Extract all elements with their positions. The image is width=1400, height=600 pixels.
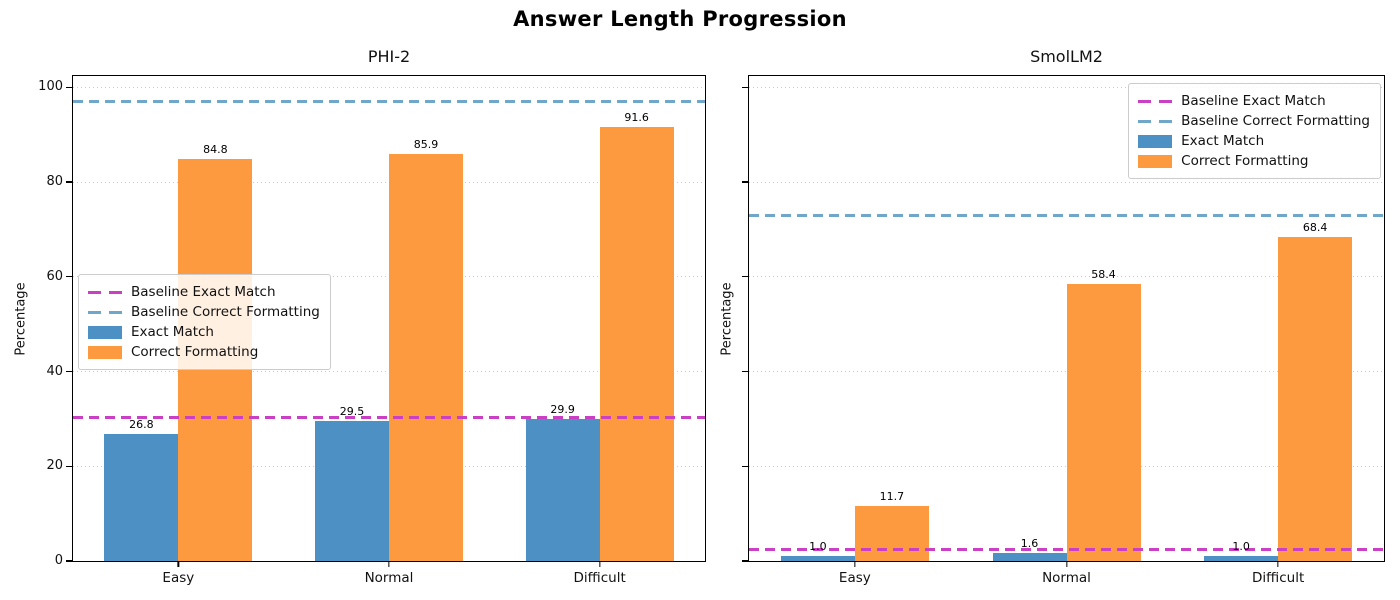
- x-tick-label-difficult: Difficult: [1252, 570, 1305, 586]
- y-tick-label: 20: [46, 458, 63, 474]
- x-tick-label-difficult: Difficult: [573, 570, 626, 586]
- y-tick: [742, 370, 748, 373]
- y-axis-label: Percentage: [13, 281, 29, 356]
- legend-item: Baseline Correct Formatting: [88, 302, 320, 322]
- x-tick-label-normal: Normal: [364, 570, 414, 586]
- baseline-correct-formatting-dash-icon: [88, 310, 122, 314]
- bar-exact-match-difficult: [525, 419, 600, 561]
- subplot-phi2-title: PHI-2: [367, 47, 411, 66]
- legend-item-label: Exact Match: [1181, 133, 1265, 149]
- x-tick-label-normal: Normal: [1042, 570, 1091, 586]
- chart-title: Answer Length Progression: [513, 7, 847, 31]
- legend-item: Baseline Exact Match: [88, 282, 320, 302]
- gridline-100: [73, 86, 705, 88]
- bar-exact-match-easy: [104, 434, 179, 561]
- bar-exact-match-difficult: [1204, 556, 1279, 561]
- legend-item-label: Baseline Exact Match: [131, 284, 276, 300]
- legend-item: Exact Match: [1138, 131, 1370, 151]
- legend-item-label: Exact Match: [131, 324, 214, 340]
- exact-match-swatch-icon: [1138, 134, 1173, 148]
- x-tick: [1065, 561, 1068, 567]
- legend-item: Exact Match: [88, 322, 320, 342]
- legend-item-label: Baseline Correct Formatting: [1181, 113, 1370, 129]
- legend-item: Correct Formatting: [1138, 151, 1370, 171]
- x-tick: [599, 561, 601, 567]
- bar-correct-formatting-difficult: [599, 127, 674, 561]
- bar-value-label: 11.7: [879, 489, 905, 503]
- bar-correct-formatting-difficult: [1278, 237, 1353, 561]
- bar-exact-match-normal: [315, 421, 389, 561]
- bar-exact-match-normal: [992, 553, 1067, 561]
- baseline-exact-match-line: [749, 547, 1384, 551]
- legend: Baseline Exact Match Baseline Correct Fo…: [1128, 83, 1381, 179]
- y-tick: [66, 370, 72, 373]
- y-tick: [66, 86, 72, 89]
- bar-value-label: 68.4: [1302, 221, 1328, 235]
- bar-correct-formatting-normal: [1066, 284, 1141, 561]
- bar-value-label: 58.4: [1091, 268, 1116, 282]
- subplot-smollm2-title: SmolLM2: [1030, 47, 1103, 66]
- x-tick-label-easy: Easy: [162, 570, 195, 586]
- bar-value-label: 26.8: [129, 418, 154, 432]
- exact-match-swatch-icon: [88, 325, 122, 339]
- subplot-smollm2: SmolLM2 Percentage 1.0 11.7 Easy 1.6 58.4 Nor…: [720, 47, 1385, 586]
- baseline-exact-match-line: [73, 416, 705, 420]
- correct-formatting-swatch-icon: [1138, 154, 1173, 168]
- bar-value-label: 85.9: [413, 138, 439, 152]
- bar-value-label: 1.0: [1232, 540, 1250, 554]
- bar-value-label: 29.5: [339, 405, 365, 419]
- y-tick: [742, 465, 748, 467]
- subplot-phi2: PHI-2 Percentage 0 20 40 60 80 100 26.8 84.8 Eas…: [14, 47, 706, 586]
- y-tick: [66, 181, 72, 183]
- plot-area-smollm2: 1.0 11.7 Easy 1.6 58.4 Normal 1.0 68.4 Difficult: [742, 76, 1384, 586]
- legend-item: Baseline Correct Formatting: [1138, 111, 1370, 131]
- gridline-80: [749, 181, 1384, 183]
- legend-item: Baseline Exact Match: [1138, 91, 1370, 111]
- y-tick: [742, 86, 748, 89]
- x-tick: [388, 561, 390, 567]
- y-tick-label: 80: [46, 174, 63, 190]
- legend-item-label: Baseline Correct Formatting: [131, 304, 320, 320]
- x-tick: [1277, 561, 1279, 567]
- bar-value-label: 84.8: [203, 143, 228, 157]
- gridline-60: [749, 276, 1384, 278]
- correct-formatting-swatch-icon: [88, 345, 122, 359]
- y-tick-label: 40: [46, 363, 63, 379]
- x-tick: [854, 561, 856, 567]
- y-tick-label: 0: [54, 553, 63, 568]
- bar-value-label: 1.6: [1020, 537, 1039, 551]
- legend-item-label: Baseline Exact Match: [1181, 93, 1326, 109]
- bar-exact-match-easy: [780, 556, 855, 561]
- y-tick-label: 60: [46, 268, 63, 284]
- bar-value-label: 1.0: [809, 540, 827, 554]
- y-tick: [66, 560, 72, 562]
- y-tick-label: 100: [38, 79, 63, 95]
- legend-item-label: Correct Formatting: [131, 344, 259, 360]
- y-axis-label: Percentage: [719, 281, 735, 356]
- x-tick: [177, 561, 179, 567]
- bar-value-label: 91.6: [624, 111, 649, 125]
- y-tick: [742, 181, 748, 183]
- x-tick-label-easy: Easy: [838, 570, 871, 586]
- gridline-100: [749, 86, 1384, 88]
- y-tick: [742, 560, 748, 562]
- baseline-correct-formatting-line: [73, 100, 705, 104]
- legend: Baseline Exact Match Baseline Correct Fo…: [78, 274, 331, 370]
- y-tick: [66, 276, 72, 278]
- baseline-correct-formatting-dash-icon: [1138, 119, 1173, 123]
- legend-item-label: Correct Formatting: [1181, 153, 1309, 169]
- bar-correct-formatting-easy: [854, 505, 929, 561]
- bar-correct-formatting-normal: [389, 154, 463, 561]
- baseline-exact-match-dash-icon: [88, 290, 122, 294]
- y-tick: [742, 276, 748, 278]
- legend-item: Correct Formatting: [88, 342, 320, 362]
- bar-value-label: 29.9: [550, 403, 575, 417]
- y-tick: [66, 465, 72, 467]
- baseline-exact-match-dash-icon: [1138, 99, 1173, 103]
- baseline-correct-formatting-line: [749, 214, 1384, 218]
